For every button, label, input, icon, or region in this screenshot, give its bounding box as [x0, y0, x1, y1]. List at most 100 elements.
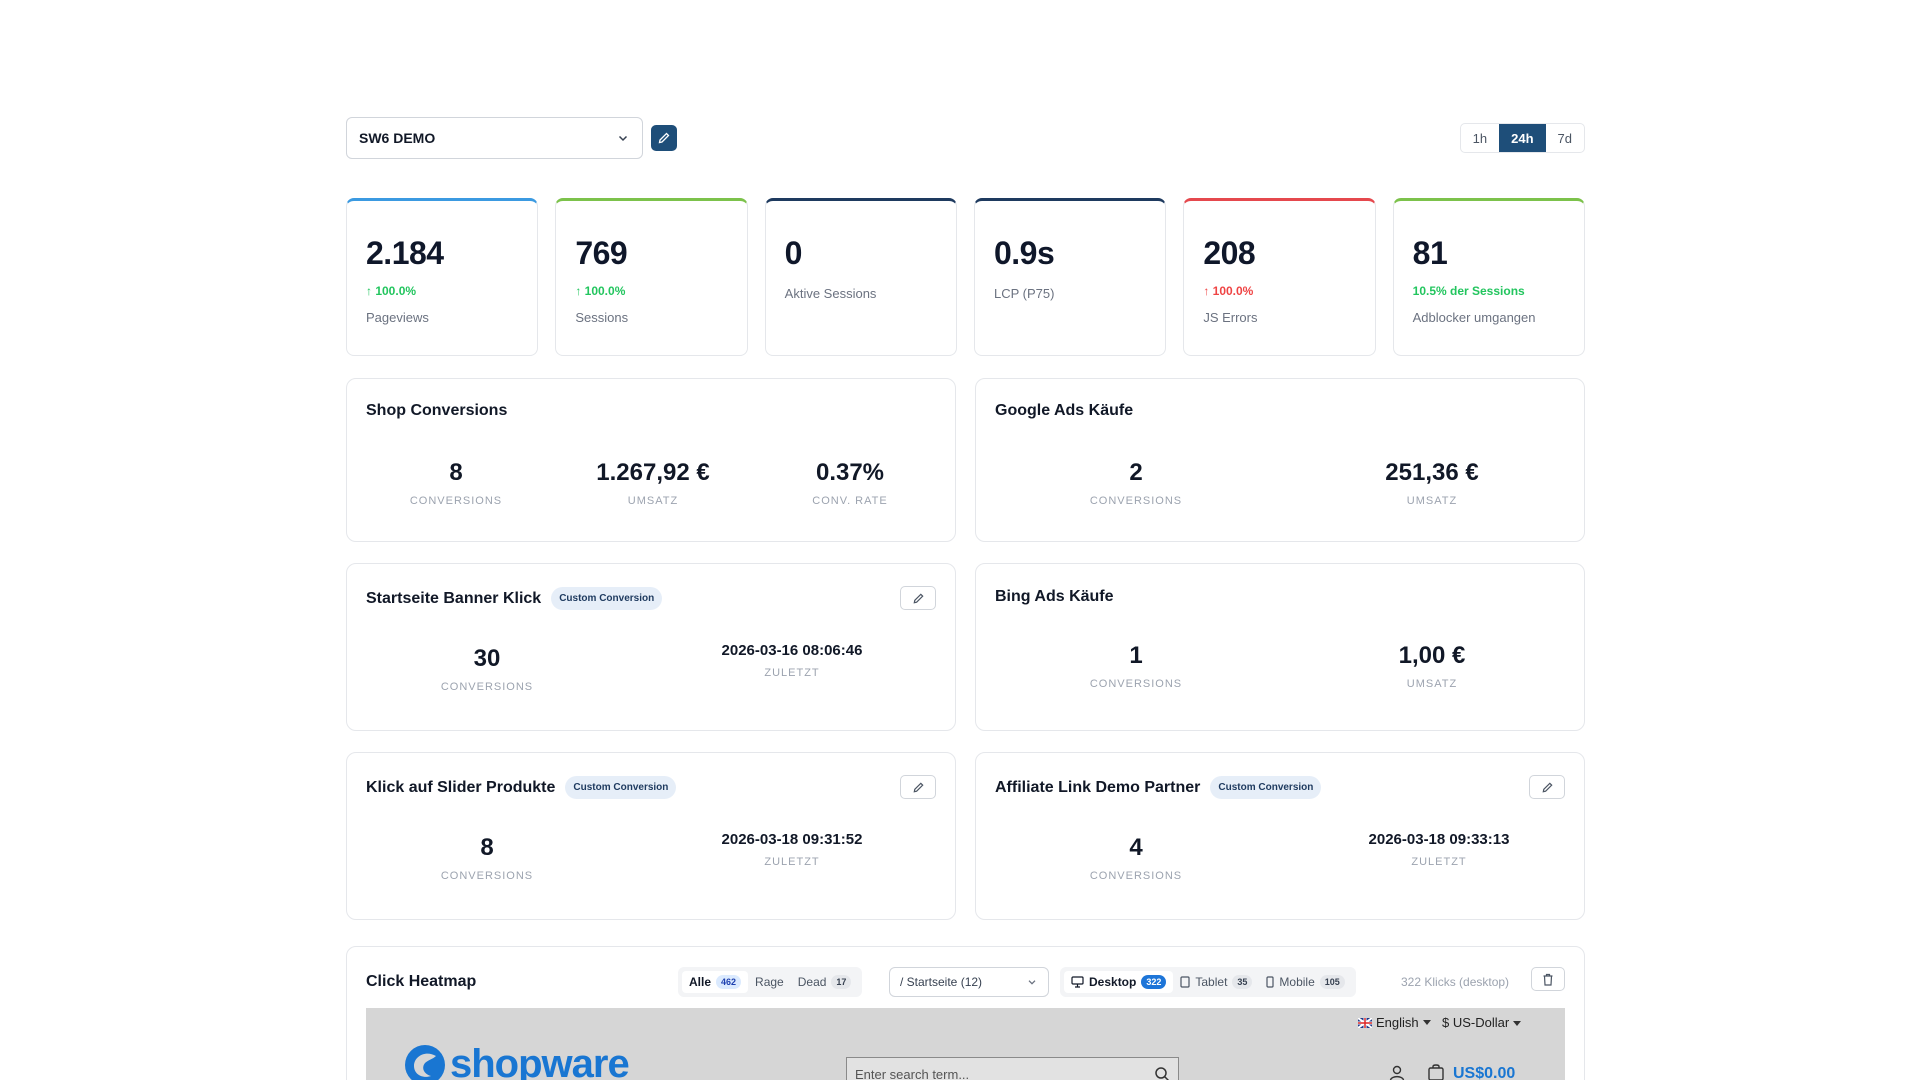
kpi-card-pageviews: 2.184 ↑ 100.0% Pageviews [346, 198, 539, 356]
device-count: 322 [1141, 975, 1167, 989]
cart-total[interactable]: US$0.00 [1453, 1065, 1516, 1080]
card-title-text: Startseite Banner Klick [366, 589, 542, 607]
edit-conversion-button[interactable] [1529, 775, 1565, 799]
custom-conversion-badge: Custom Conversion [565, 776, 677, 799]
kpi-value: 0.9s [993, 235, 1055, 271]
kpi-value: 769 [575, 235, 628, 271]
kpi-label: Pageviews [366, 310, 429, 325]
top-bar: SW6 DEMO 1h 24h 7d [346, 117, 1585, 159]
filter-count: 17 [831, 975, 852, 989]
card-title: Bing Ads Käufe [995, 588, 1114, 605]
kpi-value: 2.184 [366, 235, 444, 271]
metric-value: 2 [1129, 459, 1143, 486]
range-1h[interactable]: 1h [1472, 130, 1488, 146]
card-title: Click Heatmap [366, 973, 477, 990]
clicks-info: 322 Klicks (desktop) [1401, 975, 1510, 989]
device-count: 35 [1232, 975, 1253, 989]
metric-label: CONVERSIONS [1089, 495, 1183, 507]
logo-word: shopware [450, 1042, 630, 1080]
metric-label: ZULETZT [1411, 856, 1467, 868]
language-label: English [1376, 1015, 1419, 1030]
metric-umsatz: 1.267,92 € UMSATZ [563, 459, 743, 507]
chevron-down-icon [1028, 980, 1036, 985]
metric-value: 30 [473, 645, 501, 672]
pencil-icon [1542, 781, 1553, 792]
shop-search-input[interactable]: Enter search term... [846, 1057, 1179, 1080]
device-label: Desktop [1089, 975, 1137, 989]
currency-label: $ US-Dollar [1442, 1015, 1510, 1030]
user-icon[interactable] [1388, 1064, 1406, 1080]
device-label: Mobile [1279, 975, 1315, 989]
kpi-value: 0 [784, 235, 803, 271]
device-desktop[interactable]: Desktop 322 [1064, 971, 1174, 993]
delete-heatmap-button[interactable] [1531, 967, 1565, 991]
card-title: Google Ads Käufe [995, 402, 1134, 419]
kpi-card-adblocker: 81 10.5% der Sessions Adblocker umgangen [1392, 198, 1585, 356]
pencil-icon [913, 592, 924, 603]
currency-switch[interactable]: $ US-Dollar [1442, 1015, 1521, 1030]
metric-label: CONVERSIONS [440, 681, 534, 693]
custom-conversion-badge: Custom Conversion [551, 587, 663, 610]
metric-value: 2026-03-16 08:06:46 [721, 642, 863, 659]
range-7d[interactable]: 7d [1557, 130, 1572, 146]
edit-conversion-button[interactable] [900, 586, 936, 610]
shop-select-value: SW6 DEMO [359, 130, 436, 146]
filter-dead[interactable]: Dead 17 [791, 971, 859, 993]
card-title: Shop Conversions [366, 402, 508, 419]
device-mobile[interactable]: Mobile 105 [1259, 971, 1351, 993]
metric-value: 1,00 € [1398, 642, 1466, 669]
metric-label: CONVERSIONS [409, 495, 503, 507]
banner-klick-card: Startseite Banner Klick Custom Conversio… [346, 563, 956, 731]
shopware-mark-icon [405, 1044, 445, 1080]
metric-conversions: 1 CONVERSIONS [1036, 642, 1236, 690]
kpi-delta: ↑ 100.0% [1203, 284, 1254, 298]
page-select[interactable]: / Startseite (12) [889, 967, 1049, 997]
kpi-label: Sessions [575, 310, 629, 325]
language-switch[interactable]: English [1358, 1015, 1431, 1030]
edit-shop-button[interactable] [651, 125, 677, 151]
kpi-card-active-sessions: 0 Aktive Sessions [764, 198, 957, 356]
metric-zuletzt: 2026-03-18 09:33:13 ZULETZT [1329, 831, 1549, 868]
bing-ads-card: Bing Ads Käufe 1 CONVERSIONS 1,00 € UMSA… [975, 563, 1585, 731]
metric-conversions: 4 CONVERSIONS [1036, 834, 1236, 882]
metric-label: UMSATZ [1406, 495, 1458, 507]
heatmap-page-preview: English $ US-Dollar shopware Enter searc… [366, 1008, 1565, 1080]
metric-value: 0.37% [815, 459, 885, 486]
kpi-value: 208 [1203, 235, 1256, 271]
metric-label: CONVERSIONS [440, 870, 534, 882]
card-title: Affiliate Link Demo Partner Custom Conve… [995, 776, 1322, 799]
kpi-card-js-errors: 208 ↑ 100.0% JS Errors [1183, 198, 1376, 356]
trash-icon [1543, 973, 1553, 986]
kpi-label: LCP (P75) [993, 286, 1055, 301]
filter-label: Alle [689, 975, 712, 989]
kpi-card-sessions: 769 ↑ 100.0% Sessions [555, 198, 748, 356]
metric-label: CONVERSIONS [1089, 678, 1183, 690]
metric-conversions: 2 CONVERSIONS [1036, 459, 1236, 507]
edit-conversion-button[interactable] [900, 775, 936, 799]
click-type-filter: Alle 462 Rage Dead 17 [678, 967, 863, 997]
range-24h[interactable]: 24h [1499, 124, 1546, 152]
kpi-label: Aktive Sessions [784, 286, 877, 301]
google-ads-card: Google Ads Käufe 2 CONVERSIONS 251,36 € … [975, 378, 1585, 542]
metric-label: UMSATZ [627, 495, 679, 507]
metric-conversions: 8 CONVERSIONS [387, 834, 587, 882]
cart-icon[interactable] [1426, 1062, 1446, 1080]
metric-value: 1.267,92 € [596, 459, 710, 486]
dashboard: SW6 DEMO 1h 24h 7d 2.184 ↑ 100.0% Pagevi… [346, 117, 1585, 1080]
metric-zuletzt: 2026-03-16 08:06:46 ZULETZT [682, 642, 902, 679]
pencil-icon [658, 132, 670, 144]
chevron-down-icon [618, 135, 628, 142]
kpi-value: 81 [1412, 235, 1448, 271]
device-tablet[interactable]: Tablet 35 [1173, 971, 1259, 993]
filter-alle[interactable]: Alle 462 [682, 971, 749, 993]
filter-count: 462 [716, 975, 742, 989]
search-placeholder: Enter search term... [855, 1066, 970, 1080]
metric-conv-rate: 0.37% CONV. RATE [760, 459, 940, 507]
card-title-text: Klick auf Slider Produkte [366, 778, 556, 796]
device-label: Tablet [1195, 975, 1228, 989]
metric-value: 8 [480, 834, 494, 861]
filter-rage[interactable]: Rage [748, 971, 791, 993]
affiliate-card: Affiliate Link Demo Partner Custom Conve… [975, 752, 1585, 920]
shop-select[interactable]: SW6 DEMO [346, 117, 643, 159]
caret-down-icon [1512, 1021, 1521, 1026]
